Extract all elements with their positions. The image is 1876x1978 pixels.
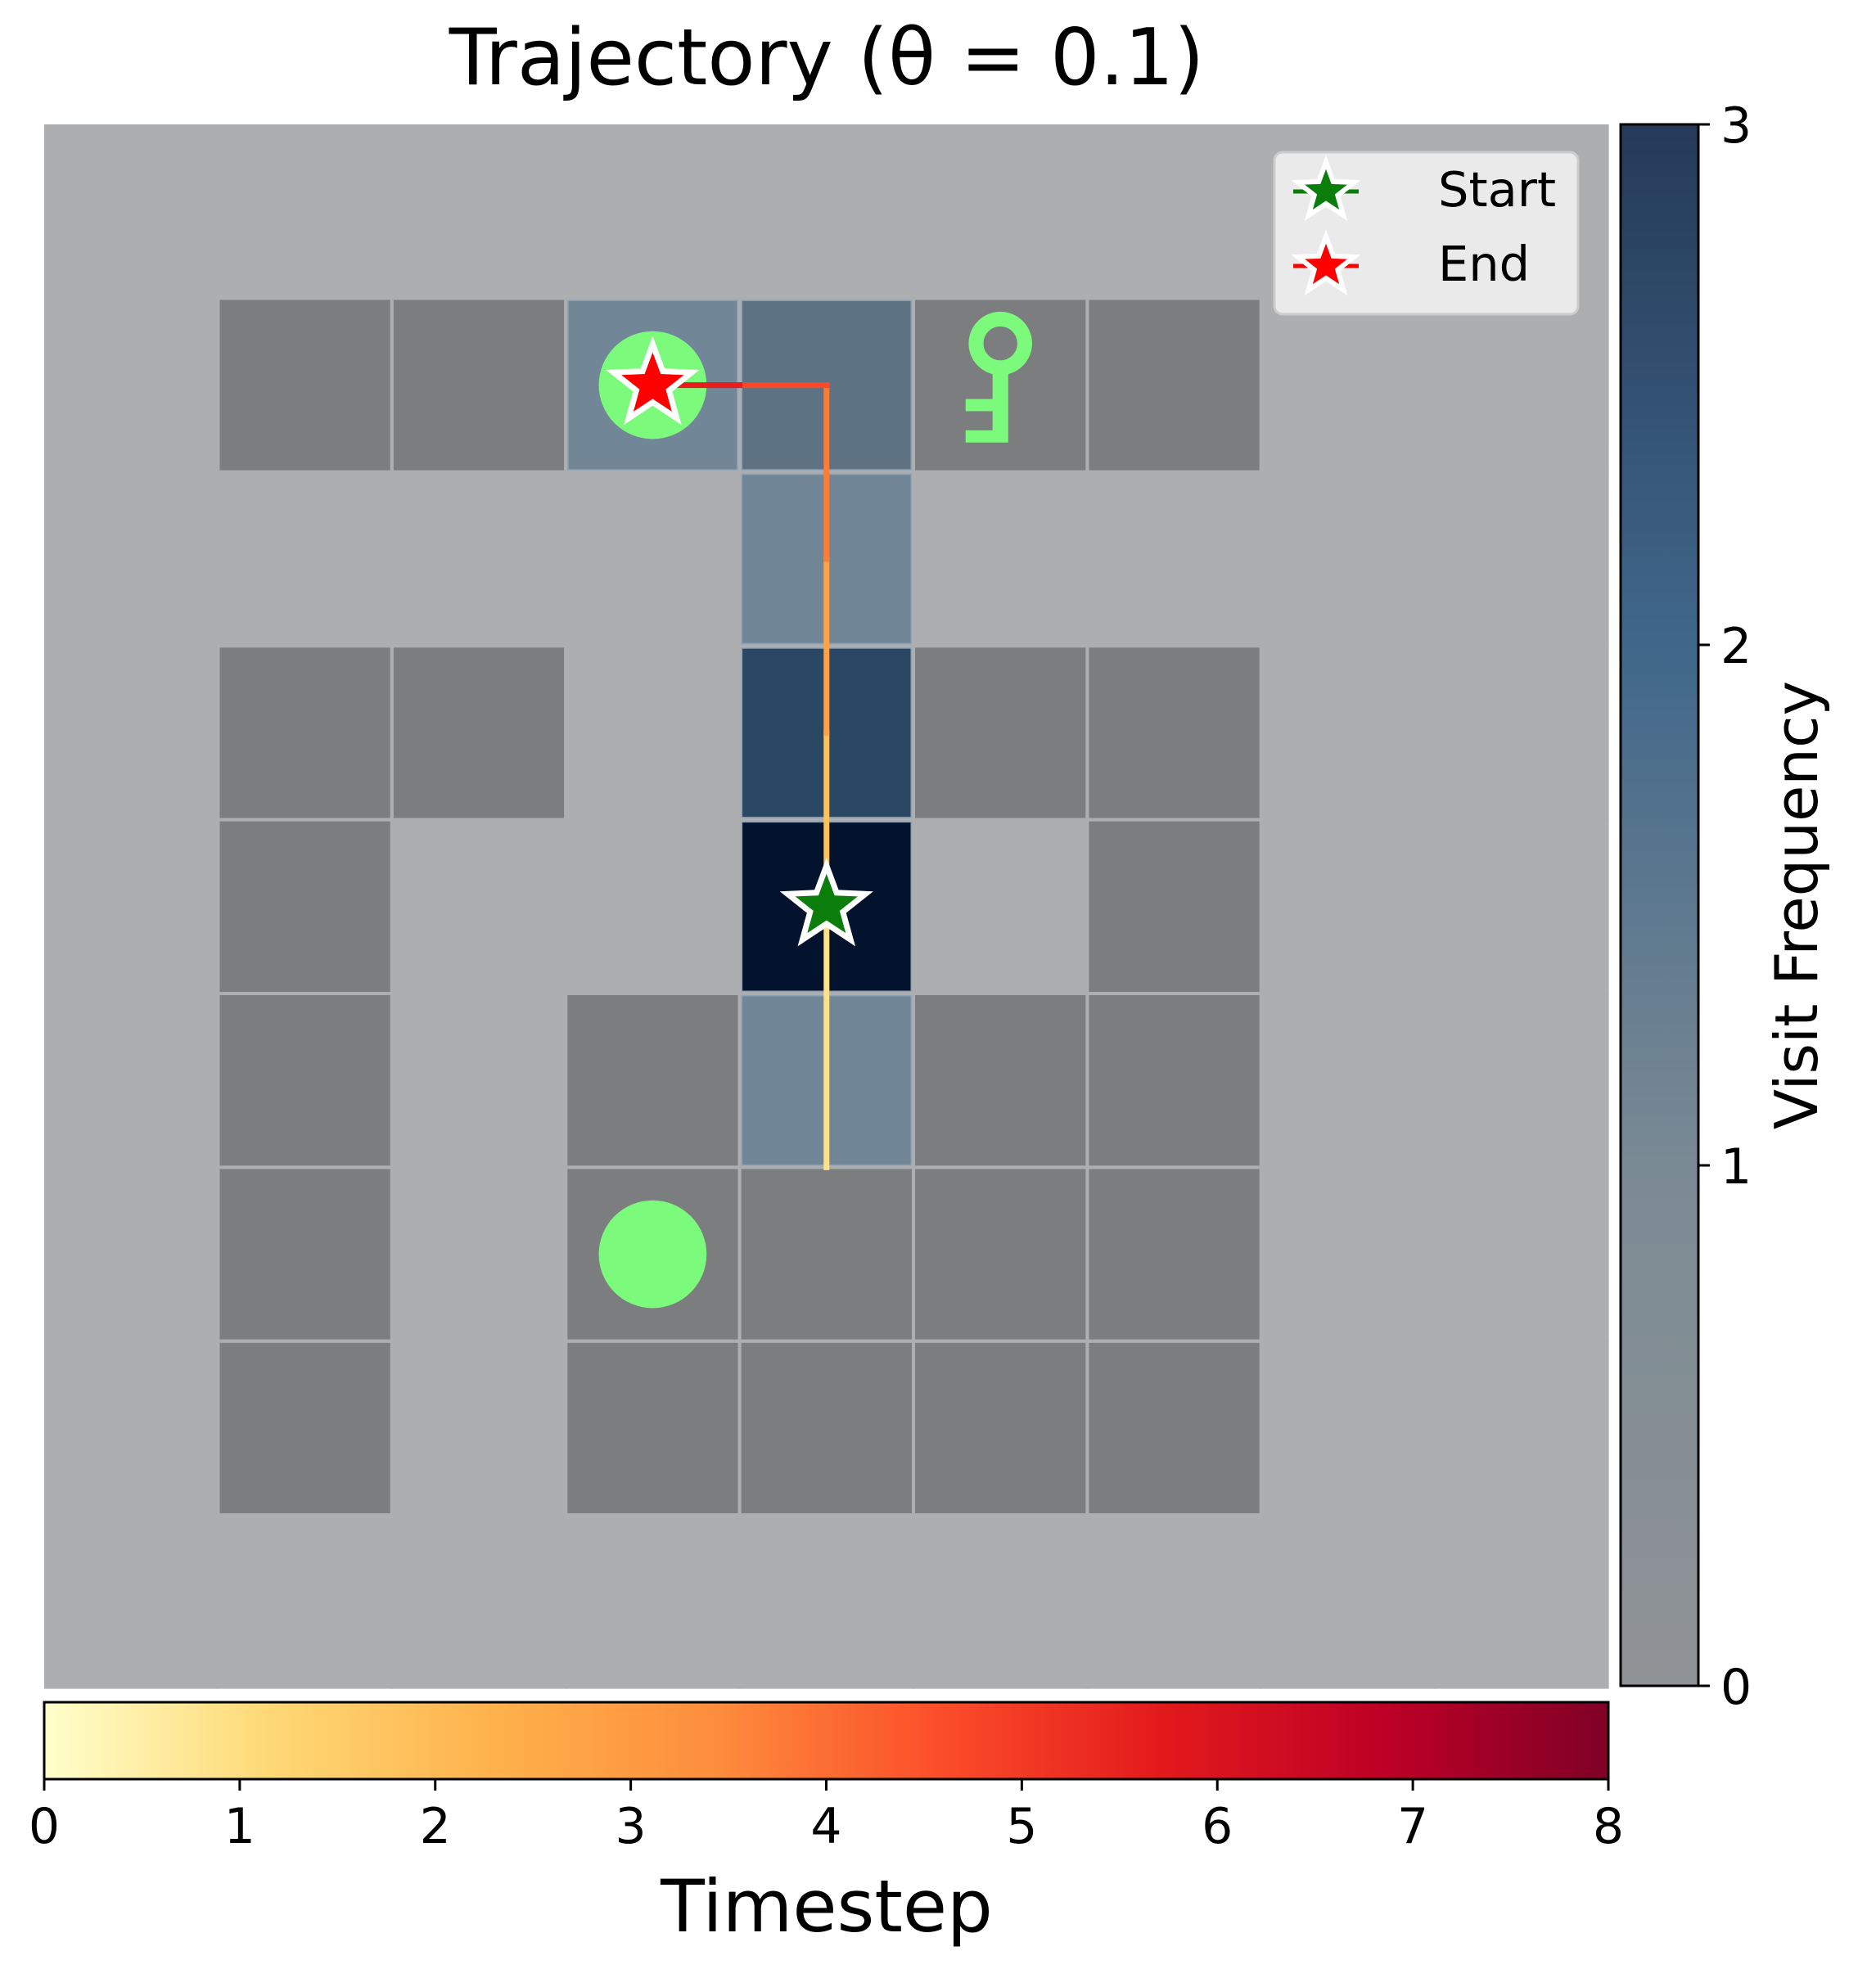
visit-tick-label: 2 [1720,618,1752,675]
wall-cell [741,1169,912,1340]
wall-cell [1089,300,1260,471]
wall-cell [915,995,1086,1166]
grid-plot-area [44,124,1609,1689]
time-tick-label: 5 [1006,1798,1037,1855]
visit-tick-label: 3 [1720,97,1752,155]
wall-cell [219,1169,390,1340]
end-star-marker [606,336,700,426]
time-tick-label: 4 [810,1798,841,1855]
visit-colorbar-ticks: 0 1 2 3 [1698,97,1752,1716]
key-icon [965,311,1032,443]
legend: Start End [1273,151,1580,316]
legend-end-star-icon [1291,229,1361,296]
visit-colorbar-label: Visit Frequency [1762,681,1831,1129]
visit-tick-label: 0 [1720,1659,1752,1716]
wall-cell [219,300,390,471]
legend-end-label: End [1438,236,1530,292]
time-tick-label: 8 [1593,1798,1624,1855]
wall-cell [741,1342,912,1514]
wall-cell [219,647,390,818]
time-tick-label: 6 [1202,1798,1233,1855]
wall-cell [915,1342,1086,1514]
start-star-marker [779,857,873,947]
time-colorbar-fill [43,1701,1610,1781]
wall-cell [219,995,390,1166]
time-colorbar-label: Timestep [660,1864,993,1949]
time-tick-label: 2 [420,1798,451,1855]
time-tick-label: 1 [224,1798,255,1855]
legend-start-star-icon [1291,155,1361,222]
legend-entry-start: Start [1291,155,1556,222]
key-shaft [992,362,1008,443]
legend-start-label: Start [1438,161,1556,218]
wall-cell [1089,1342,1260,1514]
time-tick-label: 0 [29,1798,60,1855]
wall-cell [1089,647,1260,818]
goal-ball-icon [598,1200,707,1309]
wall-cell [1089,1169,1260,1340]
key-tooth [965,399,994,412]
timestep-colorbar: 0 1 2 3 4 5 6 7 8 Timestep [29,1701,1624,1949]
wall-cell [1089,995,1260,1166]
visit-tick-label: 1 [1720,1138,1752,1196]
visit-frequency-colorbar: 0 1 2 3 Visit Frequency [1619,97,1831,1716]
wall-cell [915,1169,1086,1340]
wall-cell [567,1342,738,1514]
visit-colorbar-fill [1619,123,1700,1687]
wall-cell [393,647,565,818]
key-tooth [965,430,994,443]
wall-cell [219,821,390,992]
wall-cell [393,300,565,471]
time-tick-label: 3 [616,1798,647,1855]
time-tick-label: 7 [1397,1798,1428,1855]
wall-cell [219,1342,390,1514]
time-colorbar-ticks: 0 1 2 3 4 5 6 7 8 [29,1779,1624,1855]
wall-cell [1089,821,1260,992]
chart-title: Trajectory (θ = 0.1) [449,13,1205,103]
legend-entry-end: End [1291,229,1530,296]
wall-cell [915,647,1086,818]
wall-cell [567,995,738,1166]
